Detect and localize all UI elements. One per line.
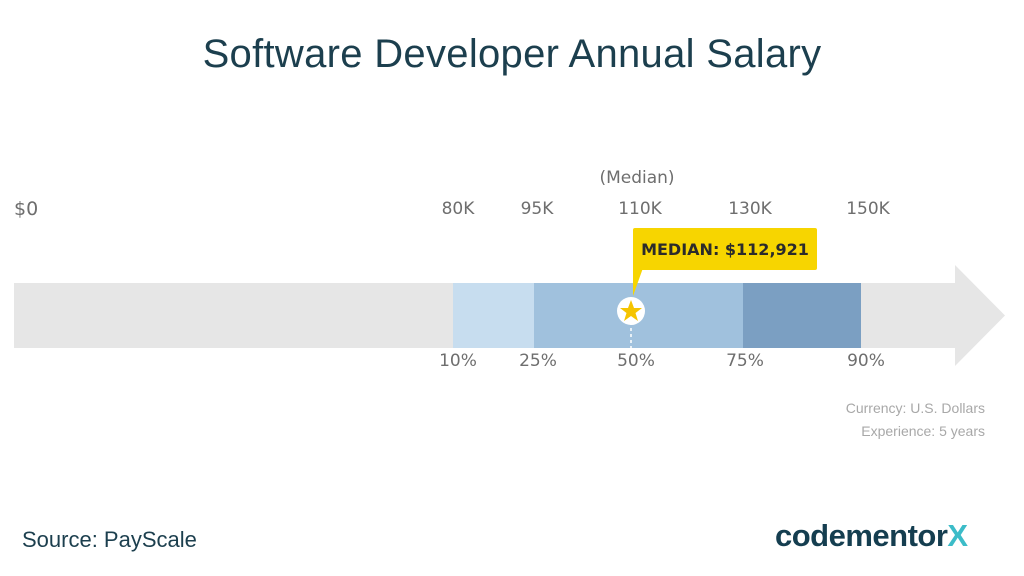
callout-pointer xyxy=(633,268,643,296)
percentile-label: 90% xyxy=(847,351,885,371)
percentile-label: 50% xyxy=(617,351,655,371)
value-label: 150K xyxy=(846,199,890,219)
codementorx-logo: codementorX xyxy=(775,518,968,554)
start-label: $0 xyxy=(14,198,39,220)
percentile-label: 10% xyxy=(439,351,477,371)
value-label: 110K xyxy=(618,199,662,219)
percentile-label: 25% xyxy=(519,351,557,371)
segment-10-25 xyxy=(453,283,534,348)
currency-note: Currency: U.S. Dollars xyxy=(845,400,985,416)
chart-title: Software Developer Annual Salary xyxy=(202,32,822,76)
value-label: 130K xyxy=(728,199,772,219)
median-callout: MEDIAN: $112,921 xyxy=(633,228,817,270)
segment-75-90 xyxy=(743,283,861,348)
value-label: 95K xyxy=(520,199,554,219)
logo-x: X xyxy=(947,518,968,553)
percentile-label: 75% xyxy=(726,351,764,371)
experience-note: Experience: 5 years xyxy=(861,423,985,439)
source-label: Source: PayScale xyxy=(22,527,197,552)
value-label: 80K xyxy=(441,199,475,219)
logo-text: codementor xyxy=(775,518,948,553)
median-caption: (Median) xyxy=(599,168,675,188)
star-icon xyxy=(620,300,642,321)
